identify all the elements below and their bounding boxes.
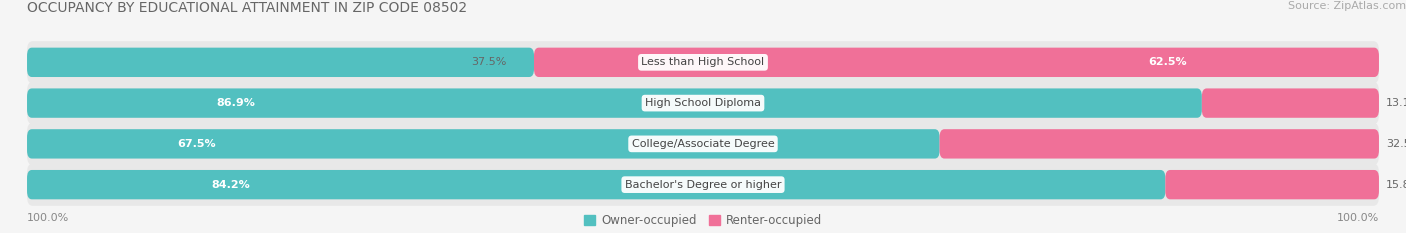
Text: 13.1%: 13.1% [1386,98,1406,108]
Text: 62.5%: 62.5% [1149,57,1187,67]
Text: 67.5%: 67.5% [177,139,217,149]
Text: 84.2%: 84.2% [211,180,250,190]
FancyBboxPatch shape [1166,170,1379,199]
Text: College/Associate Degree: College/Associate Degree [631,139,775,149]
Text: 37.5%: 37.5% [471,57,508,67]
FancyBboxPatch shape [27,164,1379,206]
Text: 32.5%: 32.5% [1386,139,1406,149]
Text: 86.9%: 86.9% [217,98,256,108]
Text: High School Diploma: High School Diploma [645,98,761,108]
Text: Less than High School: Less than High School [641,57,765,67]
Text: 100.0%: 100.0% [27,213,69,223]
FancyBboxPatch shape [27,82,1379,124]
Text: 15.8%: 15.8% [1386,180,1406,190]
FancyBboxPatch shape [27,41,1379,83]
Legend: Owner-occupied, Renter-occupied: Owner-occupied, Renter-occupied [583,214,823,227]
Text: 100.0%: 100.0% [1337,213,1379,223]
FancyBboxPatch shape [534,48,1379,77]
FancyBboxPatch shape [27,48,534,77]
FancyBboxPatch shape [27,170,1166,199]
Text: OCCUPANCY BY EDUCATIONAL ATTAINMENT IN ZIP CODE 08502: OCCUPANCY BY EDUCATIONAL ATTAINMENT IN Z… [27,1,467,15]
FancyBboxPatch shape [27,123,1379,165]
Text: Bachelor's Degree or higher: Bachelor's Degree or higher [624,180,782,190]
FancyBboxPatch shape [939,129,1379,158]
Text: Source: ZipAtlas.com: Source: ZipAtlas.com [1288,1,1406,11]
FancyBboxPatch shape [1202,89,1379,118]
FancyBboxPatch shape [27,129,939,158]
FancyBboxPatch shape [27,89,1202,118]
